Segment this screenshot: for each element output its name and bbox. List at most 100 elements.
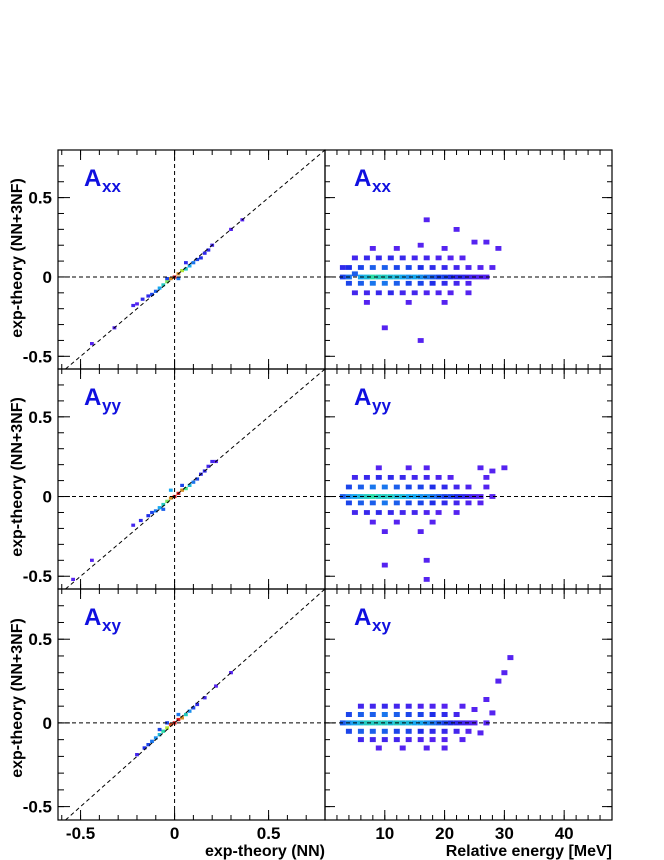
heatmap-cell <box>191 261 196 265</box>
heatmap-cell <box>184 712 188 717</box>
heatmap-cell <box>195 702 200 707</box>
heatmap-cell <box>157 506 162 510</box>
left-panel-row-3-cells <box>135 671 233 757</box>
heatmap-cell <box>199 256 203 260</box>
heatmap-cell <box>387 510 394 515</box>
heatmap-cell <box>417 265 424 270</box>
x-tick-label-right: 20 <box>435 824 454 843</box>
heatmap-cell <box>157 286 162 290</box>
heatmap-cell <box>90 558 94 562</box>
heatmap-cell <box>417 728 424 734</box>
diagonal-reference-line <box>65 588 326 821</box>
heatmap-cell <box>150 292 154 296</box>
heatmap-cell <box>417 484 424 490</box>
heatmap-cell <box>453 494 460 499</box>
heatmap-cell <box>405 720 412 726</box>
heatmap-cell <box>417 494 424 499</box>
heatmap-cell <box>375 720 382 726</box>
x-tick-label-left: 0.5 <box>257 824 281 843</box>
heatmap-cell <box>447 494 454 499</box>
heatmap-cell <box>153 509 158 513</box>
heatmap-cell <box>393 728 400 734</box>
heatmap-cell <box>459 737 466 743</box>
heatmap-cell <box>417 500 424 506</box>
heatmap-cell <box>363 510 370 515</box>
right-panel-label-subscript-xy: xy <box>372 616 391 635</box>
heatmap-cell <box>423 577 430 582</box>
heatmap-cell <box>375 274 382 280</box>
heatmap-cell <box>423 255 430 261</box>
heatmap-cell <box>453 274 460 280</box>
heatmap-cell <box>165 721 169 725</box>
heatmap-cell <box>363 720 370 726</box>
heatmap-cell <box>495 246 502 251</box>
right-panel-label-subscript-xx: xx <box>372 177 391 196</box>
heatmap-cell <box>459 720 466 726</box>
heatmap-cell <box>477 730 484 736</box>
heatmap-cell <box>131 303 136 308</box>
heatmap-cell <box>441 280 448 286</box>
left-panel-label-xx: A <box>84 165 101 192</box>
heatmap-cell <box>345 484 352 490</box>
heatmap-cell <box>191 480 196 484</box>
heatmap-cell <box>135 753 139 757</box>
heatmap-cell <box>195 257 200 262</box>
heatmap-cell <box>477 265 484 270</box>
left-panel-label-yy: A <box>84 384 101 411</box>
heatmap-cell <box>495 678 502 684</box>
heatmap-cell <box>441 712 448 717</box>
y-tick-label: 0 <box>43 714 52 733</box>
y-tick-label: 0 <box>43 268 52 287</box>
heatmap-cell <box>393 484 400 490</box>
heatmap-cell <box>393 500 400 506</box>
left-panel-label-subscript-xx: xx <box>102 177 121 196</box>
y-tick-label: 0.5 <box>28 189 52 208</box>
heatmap-cell <box>441 703 448 709</box>
heatmap-cell <box>351 290 358 296</box>
heatmap-cell <box>369 274 376 280</box>
heatmap-cell <box>399 475 406 480</box>
heatmap-cell <box>375 290 382 296</box>
heatmap-cell <box>405 265 412 270</box>
heatmap-cell <box>393 519 400 525</box>
y-tick-label: -0.5 <box>23 798 52 817</box>
heatmap-cell <box>405 280 412 286</box>
heatmap-cell <box>405 737 412 743</box>
heatmap-cell <box>483 484 490 490</box>
heatmap-cell <box>417 720 424 726</box>
heatmap-cell <box>435 510 442 515</box>
heatmap-cell <box>453 265 460 270</box>
heatmap-cell <box>187 483 192 487</box>
heatmap-cell <box>393 712 400 717</box>
heatmap-cell <box>441 500 448 506</box>
heatmap-cell <box>471 239 478 245</box>
heatmap-cell <box>441 246 448 251</box>
heatmap-cell <box>363 494 370 499</box>
heatmap-cell <box>453 728 460 734</box>
x-axis-title-left: exp-theory (NN) <box>205 843 325 860</box>
heatmap-cell <box>357 728 364 734</box>
heatmap-cell <box>369 703 376 709</box>
heatmap-cell <box>489 265 496 270</box>
heatmap-cell <box>184 261 188 265</box>
heatmap-cell <box>375 745 382 751</box>
heatmap-cell <box>363 475 370 480</box>
heatmap-cell <box>363 255 370 261</box>
heatmap-cell <box>381 325 388 331</box>
heatmap-cell <box>202 696 207 700</box>
heatmap-cell <box>483 697 490 702</box>
heatmap-cell <box>187 709 192 713</box>
heatmap-cell <box>429 737 436 743</box>
heatmap-cell <box>375 465 382 471</box>
heatmap-cell <box>477 465 484 471</box>
heatmap-cell <box>345 265 352 270</box>
heatmap-cell <box>369 712 376 717</box>
heatmap-cell <box>435 475 442 480</box>
heatmap-cell <box>399 510 406 515</box>
x-tick-label-right: 10 <box>375 824 394 843</box>
heatmap-cell <box>459 703 466 709</box>
heatmap-cell <box>161 502 166 507</box>
diagonal-reference-line <box>65 149 326 370</box>
right-panel-row-2-cells <box>339 465 508 582</box>
heatmap-cell <box>429 703 436 709</box>
